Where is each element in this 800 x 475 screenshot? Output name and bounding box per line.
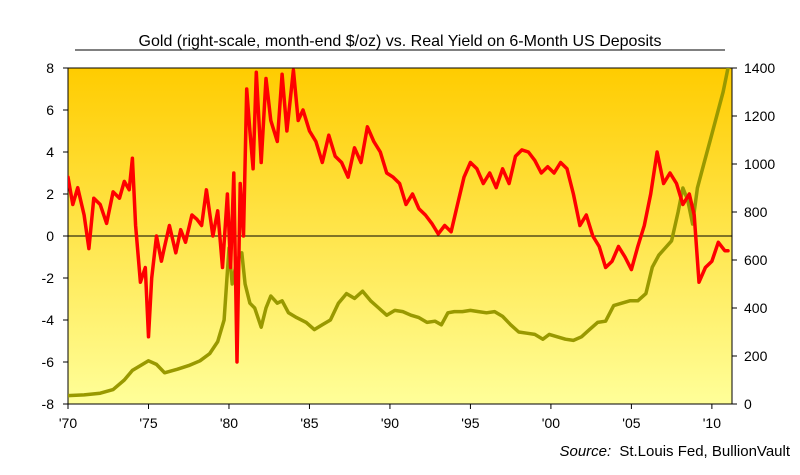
x-tick-label: '10: [703, 415, 721, 431]
y-right-tick-label: 600: [744, 252, 768, 268]
x-tick-label: '90: [381, 415, 399, 431]
gold-price-line: [68, 68, 730, 364]
chart-title: Gold (right-scale, month-end $/oz) vs. R…: [139, 33, 662, 50]
source-text: St.Louis Fed, BullionVault: [619, 443, 790, 460]
y-right-tick-label: 800: [744, 204, 768, 220]
y-right-tick-label: 1200: [744, 108, 775, 124]
x-tick-label: '75: [139, 415, 157, 431]
source-label: Source:: [559, 443, 611, 460]
y-left-tick-label: 0: [46, 228, 54, 244]
x-tick-label: '85: [300, 415, 318, 431]
y-left-tick-label: -6: [42, 354, 55, 370]
y-right-tick-label: 0: [744, 396, 752, 412]
real-yield-line: [68, 68, 730, 398]
y-left-tick-label: 8: [46, 60, 54, 76]
x-tick-label: '80: [220, 415, 238, 431]
source-note: Source: St.Louis Fed, BullionVault: [559, 443, 790, 460]
y-left-tick-label: 4: [46, 144, 54, 160]
y-right-tick-label: 200: [744, 348, 768, 364]
x-tick-label: '00: [542, 415, 560, 431]
y-left-tick-label: 2: [46, 186, 54, 202]
y-right-tick-label: 1000: [744, 156, 775, 172]
y-right-tick-label: 400: [744, 300, 768, 316]
y-left-tick-label: -4: [42, 312, 55, 328]
x-tick-label: '05: [622, 415, 640, 431]
x-tick-label: '70: [59, 415, 77, 431]
y-right-tick-label: 1400: [744, 60, 775, 76]
y-left-tick-label: -2: [42, 270, 55, 286]
y-left-tick-label: 6: [46, 102, 54, 118]
y-left-tick-label: -8: [42, 396, 55, 412]
x-tick-label: '95: [461, 415, 479, 431]
